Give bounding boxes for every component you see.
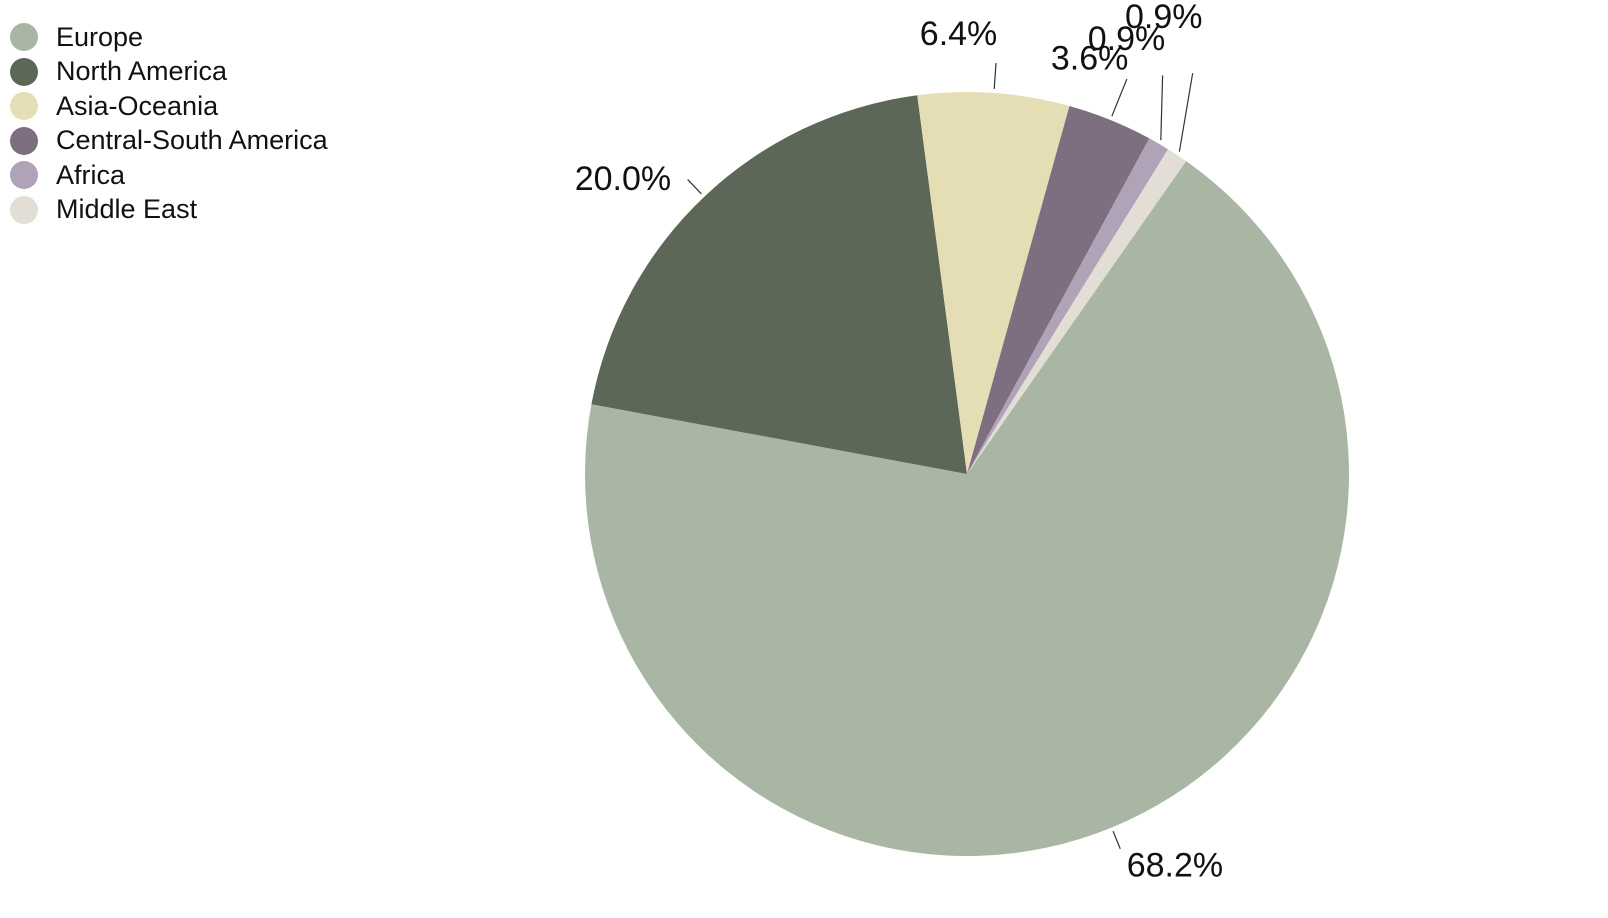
legend-swatch-europe xyxy=(10,23,38,52)
legend-swatch-middle-east xyxy=(10,195,38,224)
pct-label-africa: 0.9% xyxy=(1088,20,1166,58)
legend-swatch-central-south-america xyxy=(10,126,38,155)
leader-line-central-south-america xyxy=(1111,78,1128,117)
pct-label-europe: 68.2% xyxy=(1127,847,1223,885)
pct-label-middle-east: 0.9% xyxy=(1125,0,1203,36)
pie-slice-africa xyxy=(967,138,1169,474)
leader-line-asia-oceania xyxy=(993,62,997,90)
legend-label-asia-oceania: Asia-Oceania xyxy=(56,90,219,121)
leader-line-middle-east xyxy=(1178,73,1194,152)
leader-line-europe xyxy=(1112,831,1121,850)
legend-label-north-america: North America xyxy=(56,56,228,87)
leader-line-north-america xyxy=(687,178,702,195)
legend-swatch-africa xyxy=(10,161,38,190)
pie-slice-central-south-america xyxy=(967,106,1150,474)
legend-item-north-america: North America xyxy=(10,55,328,90)
pie-slice-europe xyxy=(585,161,1349,857)
chart-legend: Europe North America Asia-Oceania Centra… xyxy=(10,20,328,227)
pct-label-north-america: 20.0% xyxy=(575,160,671,198)
legend-item-central-south-america: Central-South America xyxy=(10,124,328,159)
legend-swatch-north-america xyxy=(10,57,38,86)
legend-label-europe: Europe xyxy=(56,21,144,52)
legend-label-central-south-america: Central-South America xyxy=(56,125,328,156)
leader-line-africa xyxy=(1160,75,1164,141)
pct-label-central-south-america: 3.6% xyxy=(1051,39,1129,77)
legend-label-africa: Africa xyxy=(56,159,126,190)
legend-item-africa: Africa xyxy=(10,158,328,193)
legend-item-middle-east: Middle East xyxy=(10,193,328,228)
legend-swatch-asia-oceania xyxy=(10,92,38,121)
pct-label-asia-oceania: 6.4% xyxy=(920,15,998,53)
legend-item-asia-oceania: Asia-Oceania xyxy=(10,89,328,124)
pie-slices xyxy=(585,91,1349,857)
pie-slice-middle-east xyxy=(967,149,1187,474)
legend-label-middle-east: Middle East xyxy=(56,194,198,225)
pie-slice-asia-oceania xyxy=(917,91,1070,474)
pie-leader-lines xyxy=(687,62,1194,850)
pie-percent-labels: 68.2% 20.0% 6.4% 3.6%0.9%0.9% xyxy=(575,0,1223,885)
pie-slice-north-america xyxy=(591,95,967,475)
legend-item-europe: Europe xyxy=(10,20,328,55)
